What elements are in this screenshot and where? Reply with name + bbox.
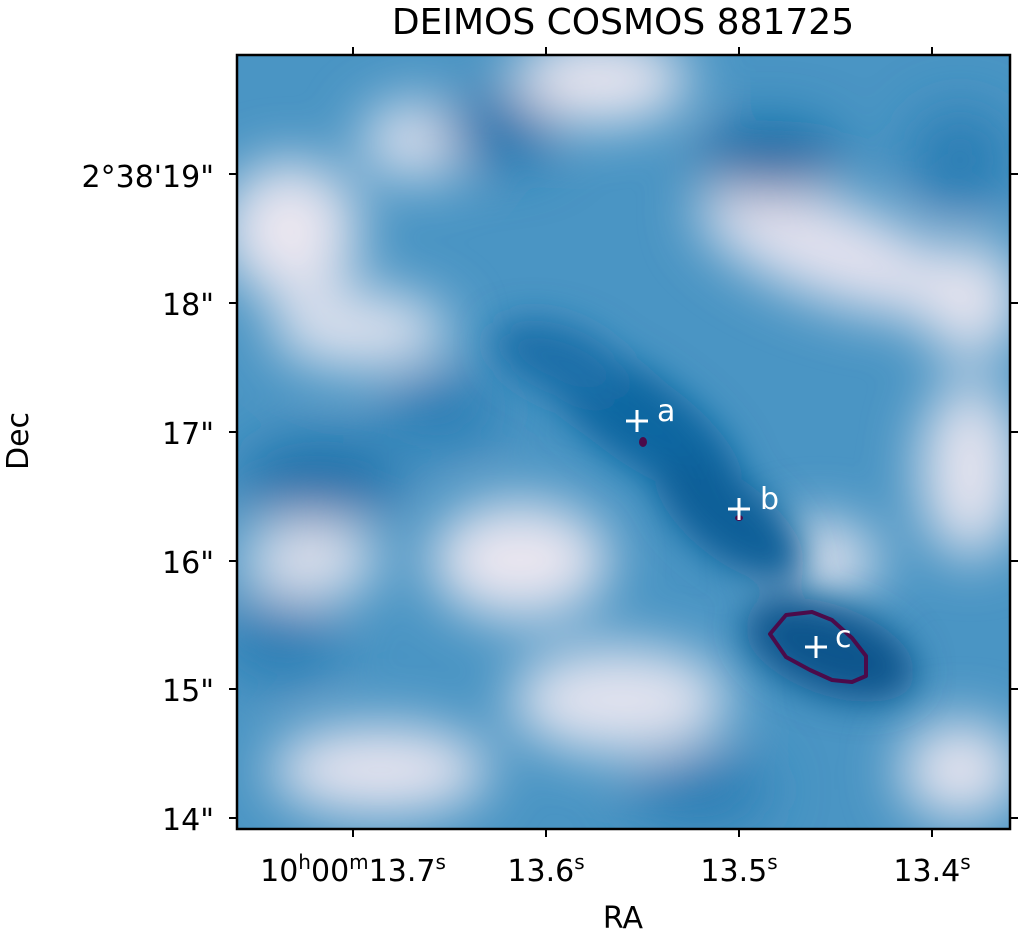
y-tick: 15" xyxy=(162,674,1018,709)
dark-ridge xyxy=(493,319,627,401)
x-tick: 10h00m13.7s xyxy=(260,47,446,889)
x-tick: 13.4s xyxy=(893,47,971,889)
y-tick-label: 14" xyxy=(162,803,214,838)
y-axis: 2°38'19" 18" 17" 16" 15" 14" xyxy=(82,160,1018,838)
source-label-c: c xyxy=(835,620,852,655)
contour-a xyxy=(639,437,647,447)
light-patch xyxy=(430,500,610,620)
x-tick-label: 13.4s xyxy=(893,850,970,889)
dark-patch xyxy=(237,600,340,680)
source-label-b: b xyxy=(760,482,779,517)
light-patch xyxy=(270,290,450,370)
light-patch xyxy=(510,645,730,755)
y-axis-label: Dec xyxy=(1,412,36,470)
dark-patch xyxy=(240,440,400,520)
light-patch xyxy=(270,725,490,815)
x-axis-label: RA xyxy=(603,901,644,936)
source-c: c xyxy=(805,620,852,658)
y-tick: 16" xyxy=(162,546,1018,581)
light-patch xyxy=(900,720,1010,820)
y-tick: 2°38'19" xyxy=(82,160,1018,195)
source-label-a: a xyxy=(657,394,675,429)
y-tick-label: 2°38'19" xyxy=(82,160,214,195)
light-patch xyxy=(510,55,690,125)
x-axis: 10h00m13.7s 13.6s 13.5s 13.4s xyxy=(260,47,971,889)
heatmap-image xyxy=(237,55,1010,829)
source-b: b xyxy=(728,482,779,520)
x-tick-label: 10h00m13.7s xyxy=(260,850,446,889)
light-patch xyxy=(240,520,380,600)
dark-ridge xyxy=(654,456,806,584)
light-patch xyxy=(920,240,1010,360)
y-tick-label: 17" xyxy=(162,417,214,452)
x-tick: 13.5s xyxy=(700,47,778,889)
y-tick: 18" xyxy=(162,288,1018,323)
light-patch xyxy=(237,160,360,300)
x-tick-label: 13.6s xyxy=(507,850,584,889)
dark-patch xyxy=(630,755,770,825)
y-tick: 17" xyxy=(162,417,1018,452)
chart-title: DEIMOS COSMOS 881725 xyxy=(392,2,854,43)
y-tick-label: 15" xyxy=(162,674,214,709)
source-a: a xyxy=(626,394,675,432)
y-tick: 14" xyxy=(162,803,1018,838)
light-patch xyxy=(920,380,1010,560)
dark-patch xyxy=(700,125,840,195)
x-tick-label: 13.5s xyxy=(700,850,777,889)
dark-ridge xyxy=(744,597,916,703)
plot-frame xyxy=(235,53,1012,831)
contour-c xyxy=(768,610,868,684)
y-tick-label: 18" xyxy=(162,288,214,323)
dark-patch xyxy=(380,375,500,445)
dark-patch xyxy=(440,95,560,165)
y-tick-label: 16" xyxy=(162,546,214,581)
x-tick: 13.6s xyxy=(507,47,585,889)
dark-patch xyxy=(910,110,1010,210)
light-patch xyxy=(697,182,963,318)
